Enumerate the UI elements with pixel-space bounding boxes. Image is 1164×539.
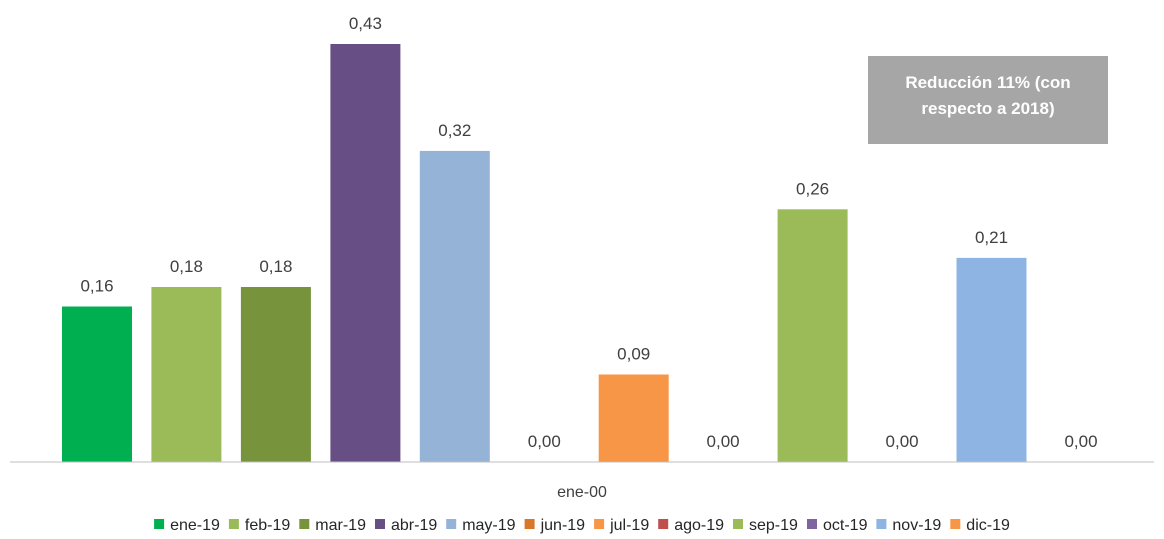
legend-swatch-may-19 [446, 519, 457, 529]
legend-swatch-dic-19 [950, 519, 961, 529]
legend-swatch-jun-19 [524, 519, 535, 529]
legend-swatch-oct-19 [807, 519, 817, 529]
legend: ene-19 feb-19 mar-19 abr-19 may-19 jun-19 jul-… [154, 517, 1010, 534]
bar-may-19 [419, 150, 490, 462]
legend-label-jul-19: jul-19 [609, 517, 649, 534]
legend-swatch-mar-19 [299, 519, 310, 529]
annotation-box: Reducción 11% (con respecto a 2018) [868, 56, 1108, 144]
data-label-may-19: 0,32 [438, 121, 471, 140]
legend-item-jul-19: jul-19 [594, 517, 649, 534]
legend-item-jun-19: jun-19 [524, 517, 586, 534]
legend-label-sep-19: sep-19 [749, 517, 798, 534]
legend-swatch-abr-19 [375, 519, 385, 529]
data-label-mar-19: 0,18 [259, 257, 292, 276]
legend-label-abr-19: abr-19 [391, 517, 437, 534]
data-label-sep-19: 0,26 [796, 179, 829, 198]
legend-swatch-nov-19 [876, 519, 887, 529]
legend-item-sep-19: sep-19 [733, 517, 798, 534]
legend-item-abr-19: abr-19 [375, 517, 437, 534]
bar-ene-19 [62, 306, 132, 462]
annotation-line-2: respecto a 2018) [921, 99, 1054, 118]
legend-swatch-feb-19 [228, 519, 239, 529]
bar-mar-19 [240, 287, 311, 462]
bar-jul-19 [598, 374, 669, 462]
legend-label-ago-19: ago-19 [674, 517, 724, 534]
data-label-dic-19: 0,00 [1064, 432, 1097, 451]
legend-item-dic-19: dic-19 [950, 517, 1010, 534]
legend-swatch-ago-19 [658, 519, 669, 529]
annotation-line-1: Reducción 11% (con [905, 73, 1070, 92]
legend-swatch-ene-19 [154, 519, 165, 529]
legend-item-oct-19: oct-19 [807, 517, 868, 534]
data-label-nov-19: 0,21 [975, 228, 1008, 247]
data-label-feb-19: 0,18 [170, 257, 203, 276]
bar-abr-19 [330, 44, 401, 462]
bars-group [62, 44, 1027, 462]
bar-sep-19 [777, 209, 848, 462]
legend-label-jun-19: jun-19 [540, 517, 586, 534]
legend-label-oct-19: oct-19 [823, 517, 868, 534]
legend-item-may-19: may-19 [446, 517, 516, 534]
data-label-abr-19: 0,43 [349, 14, 382, 33]
legend-item-ago-19: ago-19 [658, 517, 724, 534]
legend-item-ene-19: ene-19 [154, 517, 220, 534]
legend-label-nov-19: nov-19 [892, 517, 941, 534]
data-label-ene-19: 0,16 [80, 277, 113, 296]
data-label-ago-19: 0,00 [707, 432, 740, 451]
data-label-oct-19: 0,00 [886, 432, 919, 451]
legend-item-mar-19: mar-19 [299, 517, 366, 534]
bar-feb-19 [151, 287, 222, 462]
legend-label-may-19: may-19 [462, 517, 515, 534]
legend-label-ene-19: ene-19 [170, 517, 220, 534]
data-label-jun-19: 0,00 [528, 432, 561, 451]
data-labels-group: 0,16 0,18 0,18 0,43 0,32 0,00 0,09 0,00 0,26 0,00… [80, 14, 1097, 451]
legend-item-nov-19: nov-19 [876, 517, 941, 534]
legend-swatch-sep-19 [733, 519, 743, 529]
legend-label-dic-19: dic-19 [966, 517, 1010, 534]
data-label-jul-19: 0,09 [617, 345, 650, 364]
legend-swatch-jul-19 [594, 519, 605, 529]
legend-label-mar-19: mar-19 [315, 517, 366, 534]
legend-label-feb-19: feb-19 [245, 517, 290, 534]
bar-nov-19 [956, 257, 1027, 462]
legend-item-feb-19: feb-19 [228, 517, 290, 534]
x-tick-label: ene-00 [557, 484, 607, 501]
